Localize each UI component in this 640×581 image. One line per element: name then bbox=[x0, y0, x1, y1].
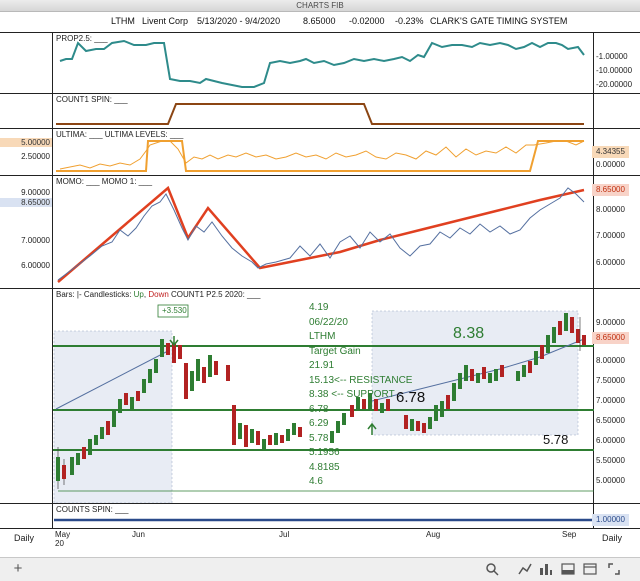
info-line: 4.6 bbox=[309, 476, 323, 487]
line-tool-icon[interactable] bbox=[517, 562, 533, 576]
system-name: CLARK'S GATE TIMING SYSTEM bbox=[430, 16, 568, 26]
momo-label: MOMO: ___ MOMO 1: ___ bbox=[56, 177, 153, 186]
price-tick: 6.00000 bbox=[596, 436, 625, 445]
plus-icon[interactable]: + bbox=[13, 560, 23, 577]
level-label-838: 8.38 bbox=[453, 325, 485, 342]
momo-current-badge: 8.65000 bbox=[592, 184, 629, 196]
counts-label: COUNTS SPIN: ___ bbox=[56, 505, 129, 514]
chart-header: LTHM Livent Corp 5/13/2020 - 9/4/2020 8.… bbox=[0, 12, 640, 33]
momo-left-value: 8.65000 bbox=[0, 198, 52, 207]
prop-label: PROP2.5: ___ bbox=[56, 34, 108, 43]
price-tick: 5.00000 bbox=[596, 476, 625, 485]
window-icon[interactable] bbox=[582, 562, 598, 576]
momo-pane[interactable]: MOMO: ___ MOMO 1: ___ 9.00000 8.65000 7.… bbox=[0, 176, 640, 289]
prop-chart bbox=[59, 39, 585, 88]
momo-left-value: 7.00000 bbox=[21, 236, 50, 245]
info-line: 21.91 bbox=[309, 360, 335, 371]
ultima-label: ULTIMA: ___ ULTIMA LEVELS: ___ bbox=[56, 130, 184, 139]
expand-icon[interactable] bbox=[606, 562, 622, 576]
price-tick: 9.00000 bbox=[596, 318, 625, 327]
prop-pane[interactable]: PROP2.5: ___ -1.00000 -10.00000 -20.0000… bbox=[0, 33, 640, 94]
price-tick: 8.00000 bbox=[596, 356, 625, 365]
date-axis: Daily Daily May 20 Jun Jul Aug Sep bbox=[0, 529, 640, 555]
info-line: 4.19 bbox=[309, 302, 329, 313]
prop-tick: -10.00000 bbox=[596, 66, 633, 75]
price-current-badge: 8.65000 bbox=[592, 332, 629, 344]
price-tick: 7.50000 bbox=[596, 376, 625, 385]
info-line: 06/22/20 bbox=[309, 316, 348, 328]
momo-tick: 7.00000 bbox=[596, 231, 625, 240]
date-label: Sep bbox=[562, 530, 577, 539]
info-text: 4.19 06/22/20 LTHM Target Gain 21.91 15.… bbox=[309, 301, 412, 490]
level-label-678: 6.78 bbox=[396, 389, 426, 406]
ultima-left-value: 2.50000 bbox=[21, 152, 50, 161]
date-label: 20 bbox=[55, 539, 64, 548]
last-price: 8.65000 bbox=[303, 16, 336, 26]
counts-chart bbox=[54, 518, 594, 522]
price-pane-label: Bars: |- Candlesticks: Up, Down COUNT1 P… bbox=[56, 290, 260, 299]
count1-chart bbox=[56, 103, 584, 125]
timeframe-left[interactable]: Daily bbox=[14, 533, 35, 543]
date-label: Jul bbox=[279, 530, 290, 539]
ultima-chart bbox=[56, 140, 585, 172]
label-suffix: COUNT1 P2.5 2020: ___ bbox=[168, 290, 261, 299]
date-label: May bbox=[55, 530, 71, 539]
prop-tick: -20.00000 bbox=[596, 80, 633, 89]
label-down: Down bbox=[148, 290, 169, 299]
label-prefix: Bars: |- Candlesticks: bbox=[56, 290, 134, 299]
price-tick: 6.50000 bbox=[596, 416, 625, 425]
count1-pane[interactable]: COUNT1 SPIN: ___ bbox=[0, 94, 640, 129]
window-title: CHARTS FIB bbox=[0, 0, 640, 12]
date-label: Jun bbox=[132, 530, 145, 539]
date-range: 5/13/2020 - 9/4/2020 bbox=[197, 16, 281, 26]
info-line: Target Gain bbox=[309, 345, 361, 357]
price-change: -0.02000 bbox=[349, 16, 385, 26]
price-chart bbox=[53, 304, 594, 503]
price-change-pct: -0.23% bbox=[395, 16, 424, 26]
symbol: LTHM bbox=[111, 16, 135, 26]
info-line: 5.1956 bbox=[309, 447, 340, 458]
counts-current-badge: 1.00000 bbox=[592, 514, 629, 526]
price-tick: 5.50000 bbox=[596, 456, 625, 465]
chart-icon[interactable] bbox=[538, 562, 554, 576]
info-line: 8.38 <-- SUPPORT bbox=[309, 389, 395, 400]
counts-pane[interactable]: COUNTS SPIN: ___ 1.00000 bbox=[0, 504, 640, 529]
ultima-pane[interactable]: ULTIMA: ___ ULTIMA LEVELS: ___ 5.00000 2… bbox=[0, 129, 640, 176]
date-label: Aug bbox=[426, 530, 441, 539]
gain-annotation: +3.530 bbox=[162, 306, 187, 315]
timeframe-right[interactable]: Daily bbox=[602, 533, 623, 543]
prop-tick: -1.00000 bbox=[596, 52, 628, 61]
momo-left-value: 6.00000 bbox=[21, 261, 50, 270]
count1-label: COUNT1 SPIN: ___ bbox=[56, 95, 128, 104]
info-line: 15.13<-- RESISTANCE bbox=[309, 374, 413, 386]
price-tick: 7.00000 bbox=[596, 396, 625, 405]
company-name: Livent Corp bbox=[142, 16, 189, 26]
ultima-left-value: 5.00000 bbox=[0, 138, 52, 147]
price-pane[interactable]: Bars: |- Candlesticks: Up, Down COUNT1 P… bbox=[0, 289, 640, 504]
momo-left-value: 9.00000 bbox=[21, 188, 50, 197]
info-line: 5.78 bbox=[309, 432, 329, 444]
info-line: 6.78 bbox=[309, 403, 329, 415]
momo-tick: 8.00000 bbox=[596, 205, 625, 214]
momo-chart bbox=[57, 185, 585, 283]
info-line: 6.29 bbox=[309, 418, 329, 429]
ultima-tick: 0.00000 bbox=[596, 160, 625, 169]
candles bbox=[56, 313, 586, 489]
momo-tick: 6.00000 bbox=[596, 258, 625, 267]
panel-icon[interactable] bbox=[560, 562, 576, 576]
info-line: LTHM bbox=[309, 331, 336, 342]
ultima-current-badge: 4.34355 bbox=[592, 146, 629, 158]
bottom-toolbar: + bbox=[0, 557, 640, 581]
info-line: 4.8185 bbox=[309, 461, 340, 473]
search-icon[interactable] bbox=[484, 562, 500, 576]
level-label-578: 5.78 bbox=[543, 432, 569, 447]
label-comma: , bbox=[143, 290, 149, 299]
label-up: Up bbox=[133, 290, 144, 299]
